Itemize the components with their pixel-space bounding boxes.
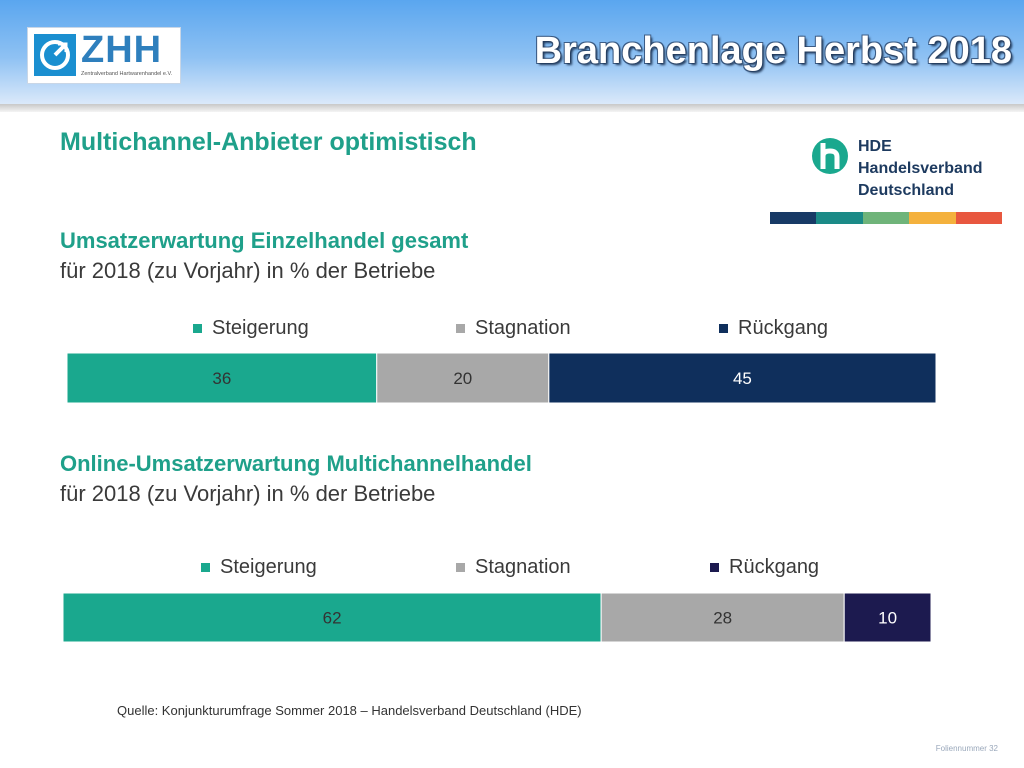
chart1-legend-stagnation: Stagnation xyxy=(456,317,571,340)
hde-strip-segment xyxy=(909,212,956,224)
hde-strip-segment xyxy=(862,212,910,224)
chart2-legend-rueckgang: Rückgang xyxy=(710,556,819,579)
legend-label: Steigerung xyxy=(220,556,317,578)
chart1-legend-steigerung: Steigerung xyxy=(193,317,309,340)
chart2-bar-steigerung xyxy=(62,592,602,643)
zhh-arrow-icon xyxy=(34,34,76,76)
slide-title: Branchenlage Herbst 2018 xyxy=(534,30,1012,72)
chart1-bar-label-rückgang: 45 xyxy=(733,369,752,388)
legend-label: Stagnation xyxy=(475,317,571,339)
chart2-bar-stagnation xyxy=(600,592,845,643)
zhh-logo-subtitle: Zentralverband Hartwarenhandel e.V. xyxy=(81,71,173,77)
legend-label: Rückgang xyxy=(738,317,829,339)
chart2-legend-stagnation: Stagnation xyxy=(456,556,571,579)
chart1-bar-rückgang xyxy=(548,352,937,404)
chart2-subtitle: für 2018 (zu Vorjahr) in % der Betriebe xyxy=(60,481,436,506)
hde-logo: HDE Handelsverband Deutschland xyxy=(770,130,1003,226)
legend-swatch xyxy=(201,563,210,572)
hde-strip-segment xyxy=(770,212,817,224)
chart1-title: Umsatzerwartung Einzelhandel gesamt xyxy=(60,228,469,253)
legend-label: Rückgang xyxy=(729,556,820,578)
chart2-bar-label-steigerung: 62 xyxy=(323,609,342,628)
chart2-bar-label-rückgang: 10 xyxy=(878,609,897,628)
slide-number: Foliennummer 32 xyxy=(935,744,998,753)
hde-strip-segment xyxy=(816,212,863,224)
hde-color-strip xyxy=(770,212,1003,224)
chart2-legend-steigerung: Steigerung xyxy=(201,556,317,579)
hde-acronym: HDE xyxy=(858,138,892,155)
hde-name-line2: Deutschland xyxy=(858,182,955,199)
chart1-bar-label-stagnation: 20 xyxy=(453,369,472,388)
chart1-subtitle: für 2018 (zu Vorjahr) in % der Betriebe xyxy=(60,258,436,283)
chart1-legend-rueckgang: Rückgang xyxy=(719,317,828,340)
chart2-title: Online-Umsatzerwartung Multichannelhande… xyxy=(60,451,532,476)
zhh-logo-letters: ZHH xyxy=(81,29,163,71)
source-note: Quelle: Konjunkturumfrage Sommer 2018 – … xyxy=(117,703,582,718)
hde-h-icon xyxy=(812,138,848,174)
legend-swatch xyxy=(719,324,728,333)
hde-strip-segment xyxy=(955,212,1003,224)
zhh-logo: ZHH Zentralverband Hartwarenhandel e.V. xyxy=(27,27,181,84)
legend-swatch xyxy=(456,563,465,572)
header-divider xyxy=(0,104,1024,112)
legend-swatch xyxy=(456,324,465,333)
chart1-bar-stagnation xyxy=(376,352,550,404)
hde-name-line1: Handelsverband xyxy=(858,160,983,177)
legend-swatch xyxy=(710,563,719,572)
legend-swatch xyxy=(193,324,202,333)
chart1-bar-steigerung xyxy=(66,352,378,404)
main-heading: Multichannel-Anbieter optimistisch xyxy=(60,128,477,156)
chart1-bar-label-steigerung: 36 xyxy=(212,369,231,388)
legend-label: Steigerung xyxy=(212,317,309,339)
legend-label: Stagnation xyxy=(475,556,571,578)
hde-logo-text: HDE Handelsverband Deutschland xyxy=(858,136,982,202)
chart2-bar-rückgang xyxy=(843,592,932,643)
chart2-bar-label-stagnation: 28 xyxy=(713,609,732,628)
